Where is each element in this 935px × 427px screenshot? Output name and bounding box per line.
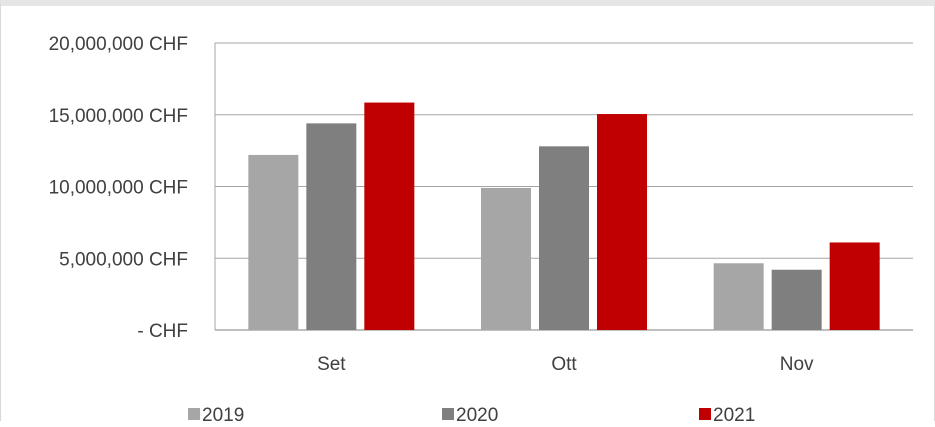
y-tick-label: 5,000,000 CHF: [59, 249, 188, 270]
legend: 2019 2020 2021: [188, 405, 755, 426]
legend-swatch-2021: [699, 408, 711, 420]
x-category-label: Ott: [551, 354, 577, 375]
y-tick-label: - CHF: [137, 321, 188, 342]
y-tick-label: 20,000,000 CHF: [49, 34, 188, 55]
y-tick-label: 10,000,000 CHF: [49, 178, 188, 199]
bar-2019-ott: [481, 187, 531, 330]
legend-label-2019: 2019: [202, 405, 244, 426]
x-axis-category-labels: Set Ott Nov: [317, 354, 814, 375]
x-category-label: Nov: [780, 354, 814, 375]
y-axis-tick-labels: - CHF 5,000,000 CHF 10,000,000 CHF 15,000,0…: [49, 34, 188, 342]
bars: [248, 102, 880, 331]
bar-2019-nov: [713, 263, 764, 330]
y-tick-label: 15,000,000 CHF: [49, 106, 188, 127]
bar-2020-set: [306, 123, 357, 330]
legend-swatch-2020: [442, 408, 454, 420]
legend-label-2021: 2021: [713, 405, 755, 426]
legend-swatch-2019: [188, 408, 200, 420]
bar-chart: - CHF 5,000,000 CHF 10,000,000 CHF 15,000,0…: [49, 34, 913, 426]
bar-2021-nov: [829, 242, 880, 330]
bar-2019-set: [248, 154, 299, 330]
bar-2021-set: [364, 102, 415, 331]
x-category-label: Set: [317, 354, 346, 375]
bar-2021-ott: [597, 114, 647, 330]
bar-2020-nov: [771, 269, 822, 330]
legend-label-2020: 2020: [456, 405, 498, 426]
bar-2020-ott: [539, 146, 589, 330]
